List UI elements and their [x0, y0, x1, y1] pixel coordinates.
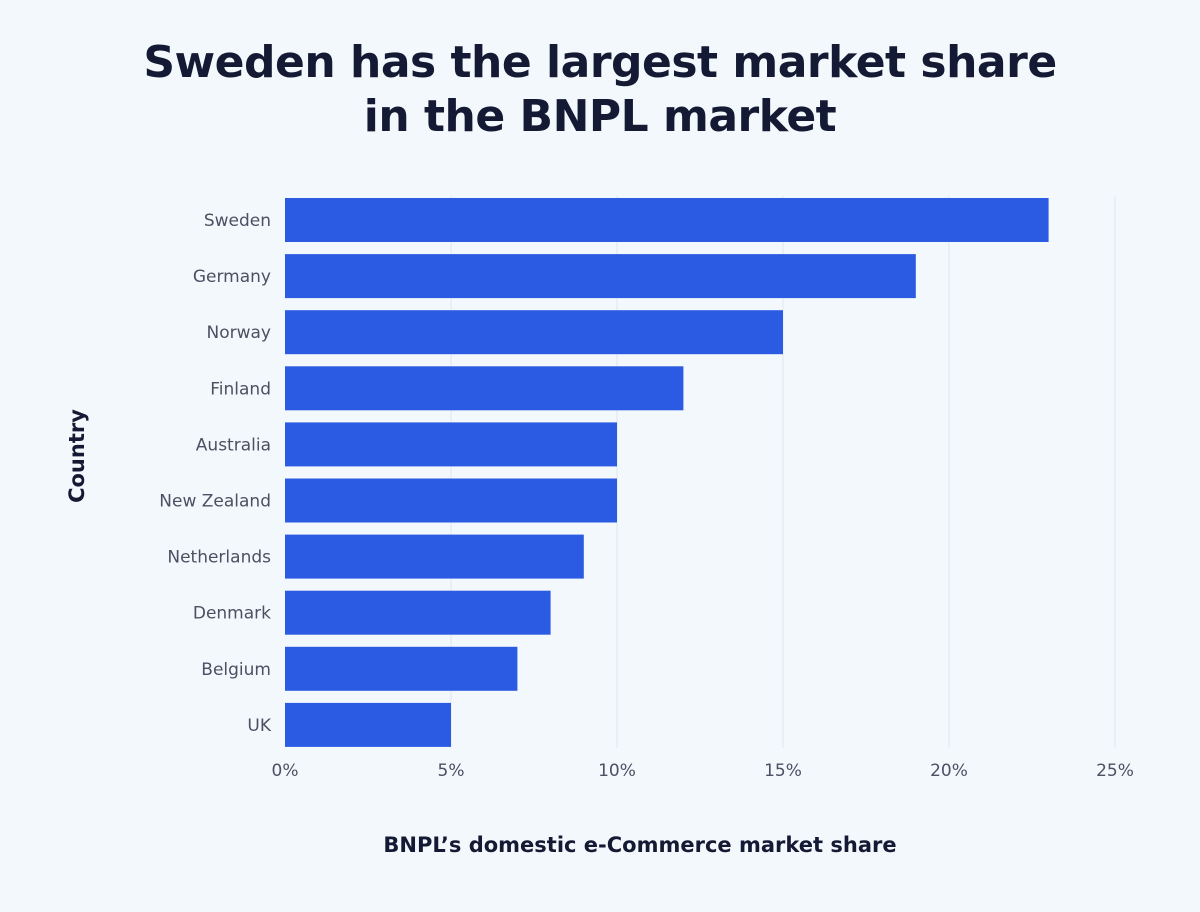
category-label: Norway	[207, 323, 272, 343]
x-tick-labels: 0% 5% 10% 15% 20% 25%	[272, 761, 1134, 781]
bar-netherlands	[285, 534, 584, 579]
chart-title: Sweden has the largest market share in t…	[0, 36, 1200, 144]
category-label: Netherlands	[167, 548, 271, 568]
x-tick-label: 20%	[930, 761, 968, 781]
bar-uk	[285, 702, 451, 747]
x-tick-label: 0%	[272, 761, 299, 781]
category-label: Sweden	[204, 211, 271, 231]
y-axis-title: Country	[65, 409, 89, 503]
x-axis-title: BNPL’s domestic e-Commerce market share	[383, 833, 896, 857]
category-label: UK	[247, 716, 271, 736]
bar-belgium	[285, 646, 518, 691]
category-label: Germany	[193, 267, 271, 287]
category-label: Belgium	[201, 660, 271, 680]
x-tick-label: 25%	[1096, 761, 1134, 781]
bar-denmark	[285, 590, 551, 635]
category-labels: Sweden Germany Norway Finland Australia New Z…	[159, 211, 272, 736]
bar-norway	[285, 310, 783, 355]
chart-title-line-1: Sweden has the largest market share	[143, 37, 1057, 88]
category-label: Finland	[210, 379, 271, 399]
bar-sweden	[285, 198, 1049, 242]
x-tick-label: 15%	[764, 761, 802, 781]
category-label: Denmark	[193, 604, 271, 624]
bar-finland	[285, 366, 684, 411]
bar-germany	[285, 254, 916, 299]
bars	[285, 198, 1049, 747]
category-label: Australia	[196, 435, 271, 455]
x-tick-label: 10%	[598, 761, 636, 781]
x-tick-label: 5%	[438, 761, 465, 781]
category-label: New Zealand	[159, 492, 271, 512]
chart-title-line-2: in the BNPL market	[363, 91, 837, 142]
bar-australia	[285, 422, 617, 467]
bar-new-zealand	[285, 478, 617, 523]
